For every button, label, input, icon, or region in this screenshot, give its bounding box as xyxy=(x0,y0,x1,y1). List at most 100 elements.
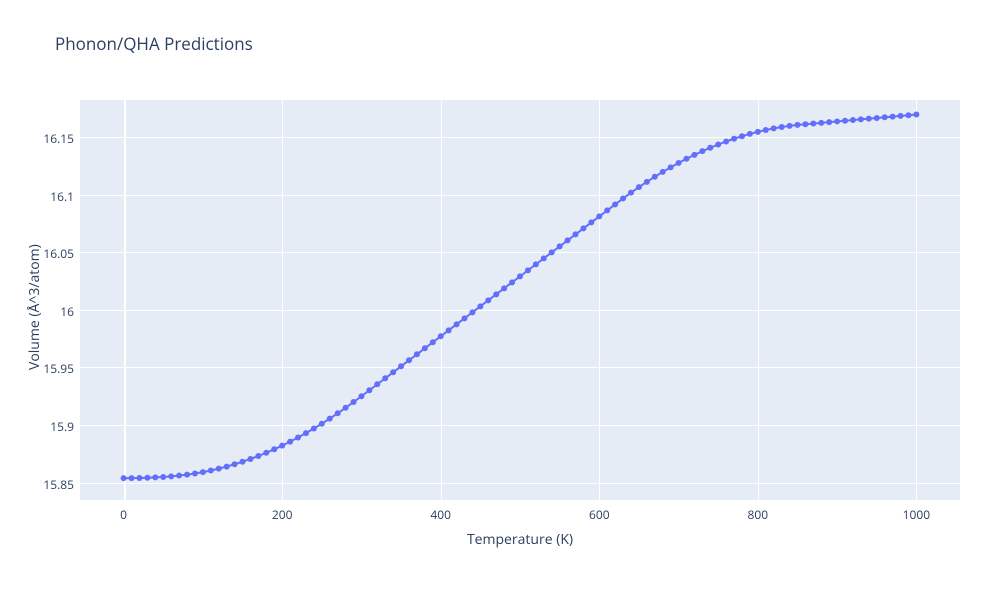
series-marker[interactable] xyxy=(485,297,491,303)
series-marker[interactable] xyxy=(358,393,364,399)
series-marker[interactable] xyxy=(787,123,793,129)
series-marker[interactable] xyxy=(247,456,253,462)
series-marker[interactable] xyxy=(374,381,380,387)
series-marker[interactable] xyxy=(454,321,460,327)
series-marker[interactable] xyxy=(366,387,372,393)
series-marker[interactable] xyxy=(549,249,555,255)
series-marker[interactable] xyxy=(240,459,246,465)
series-marker[interactable] xyxy=(818,120,824,126)
series-marker[interactable] xyxy=(731,136,737,142)
series-marker[interactable] xyxy=(636,184,642,190)
series-marker[interactable] xyxy=(596,213,602,219)
series-marker[interactable] xyxy=(858,116,864,122)
series-marker[interactable] xyxy=(668,164,674,170)
series-marker[interactable] xyxy=(121,475,127,481)
series-marker[interactable] xyxy=(160,474,166,480)
series-marker[interactable] xyxy=(580,225,586,231)
series-marker[interactable] xyxy=(208,467,214,473)
series-marker[interactable] xyxy=(351,399,357,405)
series-marker[interactable] xyxy=(715,142,721,148)
series-marker[interactable] xyxy=(327,416,333,422)
series-marker[interactable] xyxy=(771,125,777,131)
series-marker[interactable] xyxy=(446,327,452,333)
series-marker[interactable] xyxy=(493,291,499,297)
series-marker[interactable] xyxy=(430,339,436,345)
series-marker[interactable] xyxy=(517,273,523,279)
series-marker[interactable] xyxy=(129,475,135,481)
series-marker[interactable] xyxy=(842,118,848,124)
series-marker[interactable] xyxy=(644,179,650,185)
series-marker[interactable] xyxy=(882,114,888,120)
series-marker[interactable] xyxy=(295,435,301,441)
series-marker[interactable] xyxy=(707,145,713,151)
series-marker[interactable] xyxy=(144,475,150,481)
series-marker[interactable] xyxy=(311,426,317,432)
series-marker[interactable] xyxy=(890,114,896,120)
series-marker[interactable] xyxy=(604,207,610,213)
series-marker[interactable] xyxy=(271,446,277,452)
series-marker[interactable] xyxy=(723,139,729,145)
series-marker[interactable] xyxy=(620,195,626,201)
series-marker[interactable] xyxy=(390,369,396,375)
series-marker[interactable] xyxy=(422,345,428,351)
series-marker[interactable] xyxy=(263,450,269,456)
series-marker[interactable] xyxy=(810,121,816,127)
series-marker[interactable] xyxy=(779,124,785,130)
series-marker[interactable] xyxy=(525,267,531,273)
series-marker[interactable] xyxy=(232,461,238,467)
series-marker[interactable] xyxy=(834,118,840,124)
series-marker[interactable] xyxy=(628,190,634,196)
series-marker[interactable] xyxy=(913,112,919,118)
series-marker[interactable] xyxy=(588,219,594,225)
series-marker[interactable] xyxy=(683,156,689,162)
series-marker[interactable] xyxy=(224,464,230,470)
series-marker[interactable] xyxy=(168,473,174,479)
series-marker[interactable] xyxy=(533,261,539,267)
plot-area[interactable] xyxy=(80,100,960,500)
series-marker[interactable] xyxy=(573,231,579,237)
series-marker[interactable] xyxy=(414,351,420,357)
series-marker[interactable] xyxy=(676,160,682,166)
series-marker[interactable] xyxy=(469,309,475,315)
series-marker[interactable] xyxy=(691,152,697,158)
series-marker[interactable] xyxy=(303,430,309,436)
series-marker[interactable] xyxy=(794,122,800,128)
series-marker[interactable] xyxy=(699,148,705,154)
series-marker[interactable] xyxy=(136,475,142,481)
series-marker[interactable] xyxy=(438,333,444,339)
series-marker[interactable] xyxy=(652,174,658,180)
series-marker[interactable] xyxy=(343,405,349,411)
series-marker[interactable] xyxy=(898,113,904,119)
series-marker[interactable] xyxy=(406,357,412,363)
series-marker[interactable] xyxy=(826,119,832,125)
series-marker[interactable] xyxy=(319,421,325,427)
series-marker[interactable] xyxy=(763,127,769,133)
series-marker[interactable] xyxy=(477,303,483,309)
series-marker[interactable] xyxy=(557,243,563,249)
series-marker[interactable] xyxy=(200,469,206,475)
series-marker[interactable] xyxy=(192,470,198,476)
series-marker[interactable] xyxy=(382,375,388,381)
series-marker[interactable] xyxy=(802,121,808,127)
series-marker[interactable] xyxy=(335,410,341,416)
series-marker[interactable] xyxy=(398,363,404,369)
series-marker[interactable] xyxy=(850,117,856,123)
series-marker[interactable] xyxy=(866,116,872,122)
series-marker[interactable] xyxy=(874,115,880,121)
series-marker[interactable] xyxy=(755,129,761,135)
series-marker[interactable] xyxy=(747,131,753,137)
series-marker[interactable] xyxy=(287,439,293,445)
series-marker[interactable] xyxy=(462,315,468,321)
series-marker[interactable] xyxy=(660,169,666,175)
series-marker[interactable] xyxy=(739,133,745,139)
series-marker[interactable] xyxy=(152,474,158,480)
series-marker[interactable] xyxy=(176,473,182,479)
series-marker[interactable] xyxy=(905,112,911,118)
series-marker[interactable] xyxy=(184,472,190,478)
series-marker[interactable] xyxy=(509,279,515,285)
series-marker[interactable] xyxy=(279,443,285,449)
series-marker[interactable] xyxy=(501,285,507,291)
series-marker[interactable] xyxy=(541,255,547,261)
series-marker[interactable] xyxy=(612,201,618,207)
series-marker[interactable] xyxy=(216,466,222,472)
